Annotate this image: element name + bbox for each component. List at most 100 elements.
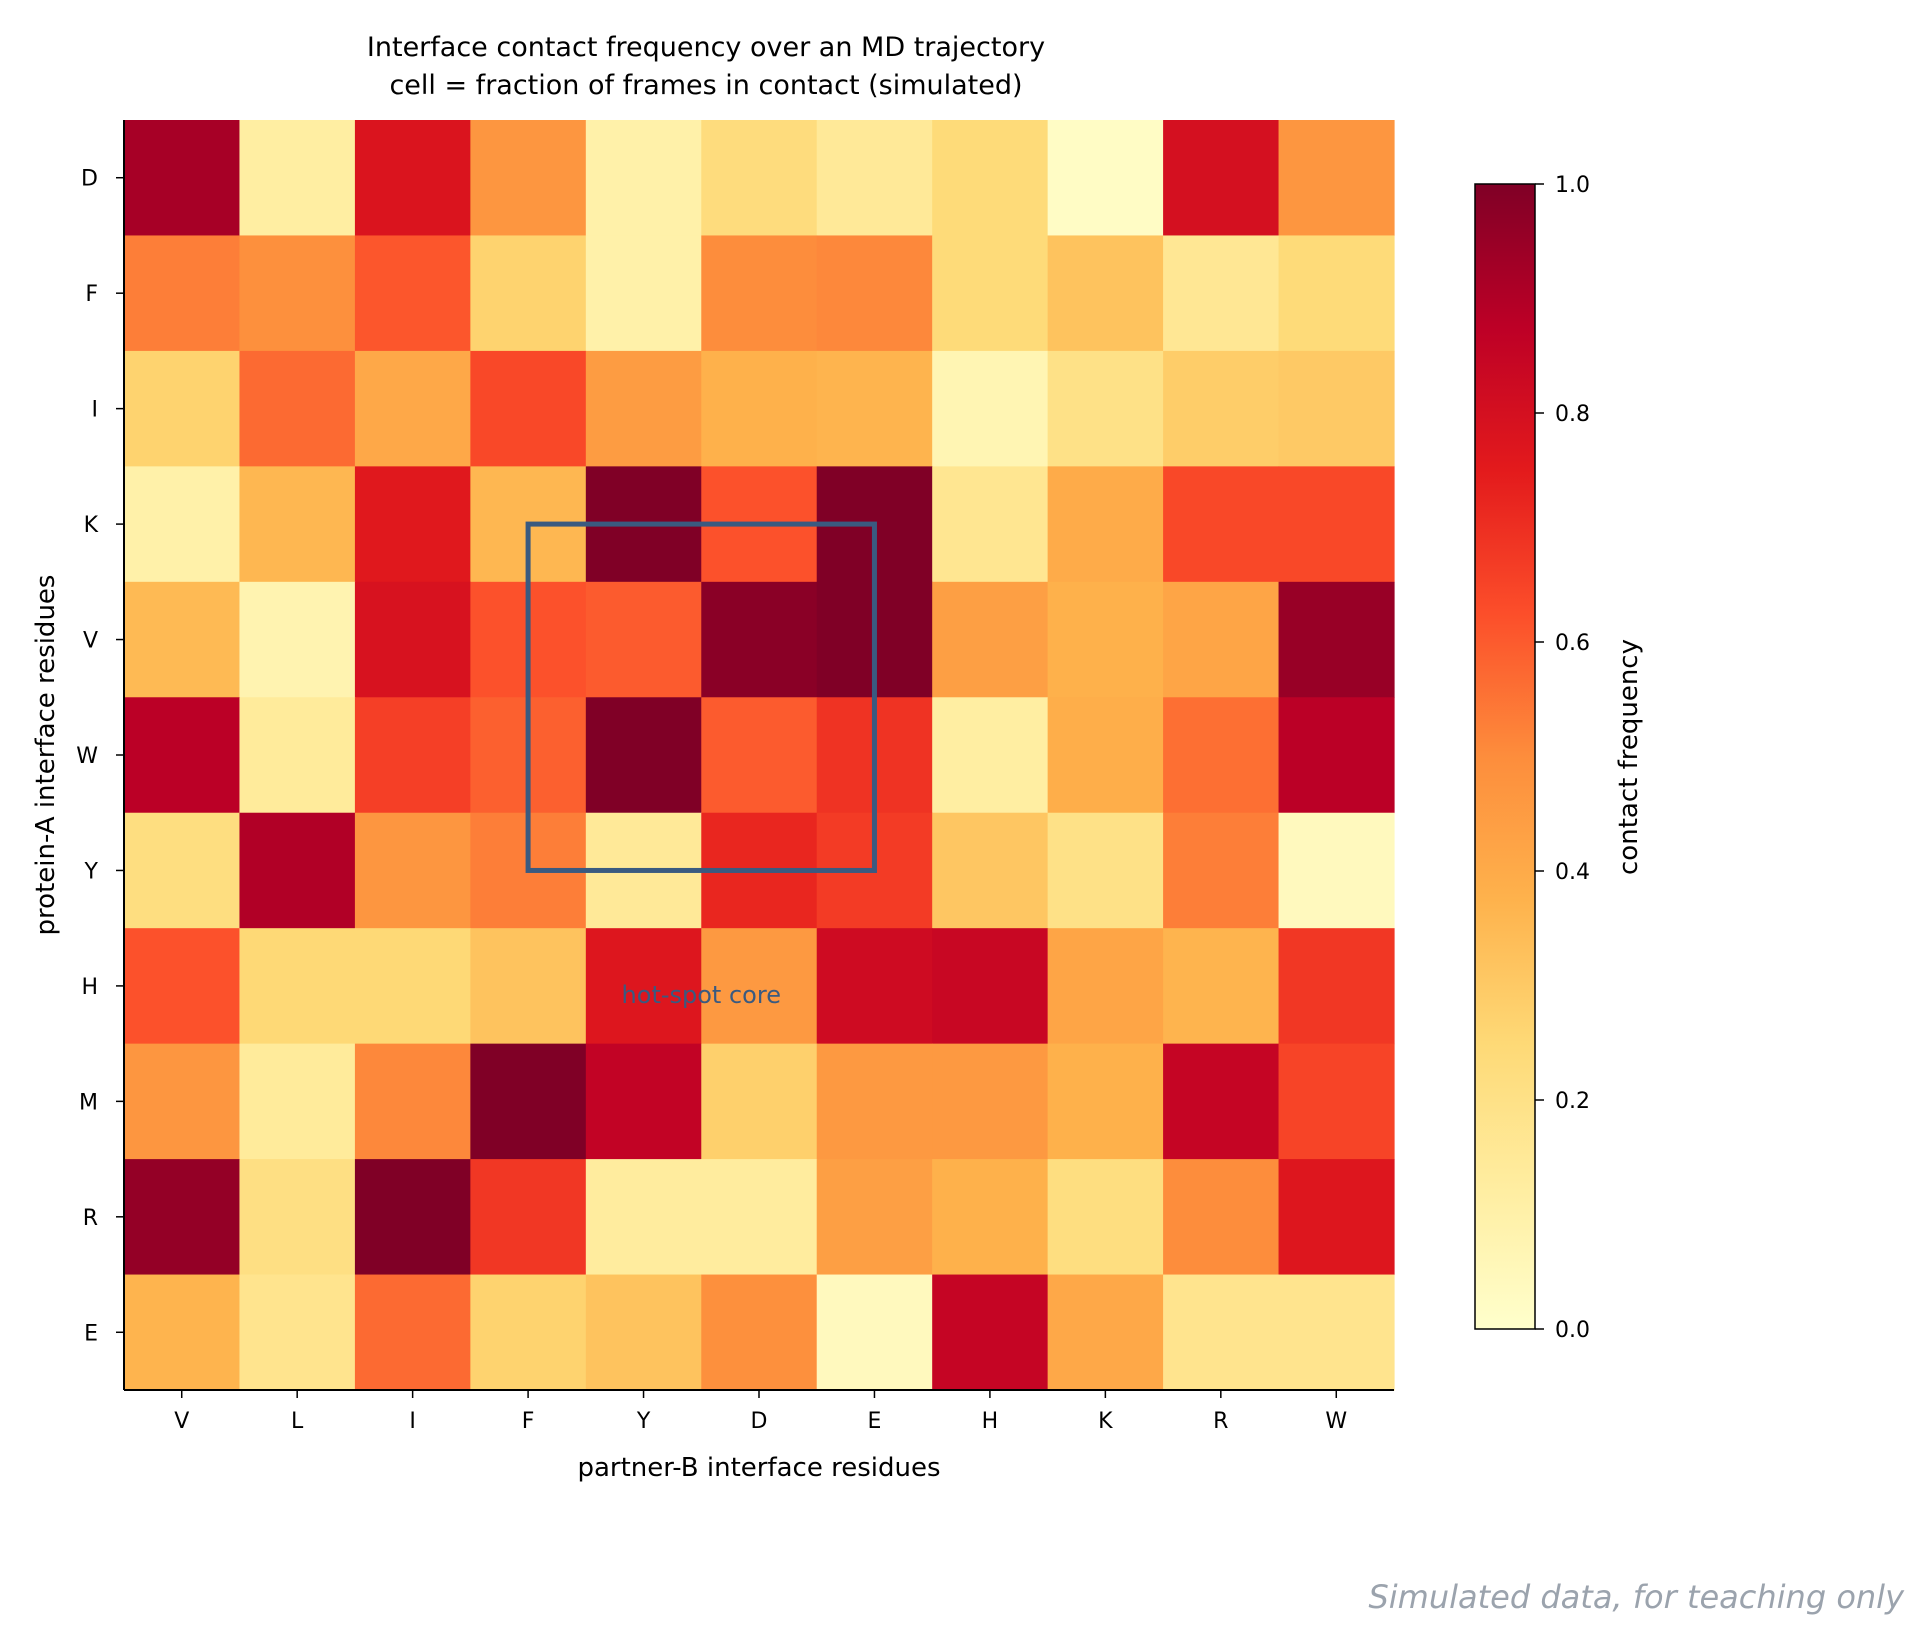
heatmap-cell (124, 697, 241, 814)
heatmap-cell (701, 235, 818, 352)
heatmap-cell (124, 1274, 241, 1391)
heatmap-cell (932, 120, 1049, 237)
heatmap-cell (932, 697, 1049, 814)
heatmap-cell (239, 697, 356, 814)
heatmap-cell (585, 350, 702, 467)
colorbar (1474, 183, 1536, 1330)
colorbar-ticks: 0.0 0.2 0.4 0.6 0.8 1.0 (1535, 173, 1590, 1343)
heatmap-cell (1047, 1043, 1164, 1160)
x-tick-label: I (409, 1409, 416, 1434)
x-tick-label: D (751, 1409, 768, 1434)
heatmap-cell (1163, 350, 1280, 467)
heatmap-cell (1278, 1043, 1395, 1160)
heatmap-cells (124, 120, 1395, 1391)
heatmap-cell (239, 812, 356, 929)
colorbar-tick-label: 0.6 (1555, 631, 1590, 656)
hot-spot-highlight-box (525, 521, 877, 873)
heatmap-cell (585, 1274, 702, 1391)
heatmap-cell (585, 1159, 702, 1276)
heatmap-cell (354, 350, 471, 467)
heatmap-cell (932, 235, 1049, 352)
heatmap-cell (470, 928, 587, 1045)
heatmap-cell (816, 1159, 933, 1276)
x-tick-label: V (174, 1409, 189, 1434)
chart-title: Interface contact frequency over an MD t… (367, 32, 1045, 63)
heatmap-cell (1047, 1274, 1164, 1391)
heatmap-cell (816, 235, 933, 352)
heatmap-cell (932, 1043, 1049, 1160)
heatmap-cell (354, 1274, 471, 1391)
heatmap-cell (1163, 928, 1280, 1045)
heatmap-cell (1163, 1159, 1280, 1276)
heatmap-cell (1278, 350, 1395, 467)
heatmap-cell (124, 350, 241, 467)
y-tick-label: H (81, 975, 98, 1000)
heatmap-cell (124, 1043, 241, 1160)
heatmap-cell (1278, 466, 1395, 583)
heatmap-cell (1278, 1274, 1395, 1391)
heatmap-cell (1278, 581, 1395, 698)
y-tick-label: K (84, 513, 99, 538)
heatmap-cell (239, 1043, 356, 1160)
hot-spot-label: hot-spot core (622, 981, 781, 1009)
heatmap-cell (585, 235, 702, 352)
heatmap-cell (1047, 928, 1164, 1045)
heatmap-cell (470, 1043, 587, 1160)
heatmap-cell (239, 120, 356, 237)
x-tick-label: R (1213, 1409, 1228, 1434)
y-axis-ticks: D F I K V W Y H M R E (76, 167, 124, 1346)
heatmap-cell (1047, 697, 1164, 814)
heatmap-cell (1278, 1159, 1395, 1276)
heatmap-cell (585, 120, 702, 237)
heatmap-cell (470, 350, 587, 467)
heatmap-cell (470, 120, 587, 237)
colorbar-tick-label: 0.2 (1555, 1089, 1590, 1114)
heatmap-cell (239, 350, 356, 467)
heatmap-cell (585, 1043, 702, 1160)
heatmap-cell (816, 350, 933, 467)
colorbar-tick-label: 0.4 (1555, 860, 1590, 885)
heatmap-cell (816, 928, 933, 1045)
x-axis-label: partner-B interface residues (577, 1453, 940, 1483)
y-tick-label: F (85, 282, 98, 307)
heatmap-cell (124, 1159, 241, 1276)
heatmap-cell (701, 928, 818, 1045)
heatmap-cell (239, 1159, 356, 1276)
heatmap-cell (1047, 581, 1164, 698)
heatmap-cell (932, 1274, 1049, 1391)
heatmap-cell (701, 581, 818, 698)
heatmap-cell (124, 928, 241, 1045)
heatmap-cell (470, 235, 587, 352)
heatmap-cell (816, 1274, 933, 1391)
heatmap-cell (1047, 466, 1164, 583)
heatmap-cell (932, 350, 1049, 467)
y-tick-label: M (79, 1090, 98, 1115)
heatmap-cell (1163, 1274, 1280, 1391)
heatmap-cell (701, 1274, 818, 1391)
heatmap-cell (354, 1043, 471, 1160)
heatmap-cell (239, 466, 356, 583)
heatmap-cell (1278, 235, 1395, 352)
heatmap-cell (1047, 120, 1164, 237)
heatmap-cell (585, 697, 702, 814)
heatmap-cell (239, 581, 356, 698)
heatmap-cell (124, 581, 241, 698)
heatmap-cell (701, 1159, 818, 1276)
x-tick-label: W (1325, 1409, 1347, 1434)
heatmap-cell (354, 697, 471, 814)
heatmap-cell (932, 928, 1049, 1045)
heatmap-cell (932, 581, 1049, 698)
heatmap-cell (1163, 1043, 1280, 1160)
heatmap-cell (354, 466, 471, 583)
heatmap-cell (1047, 350, 1164, 467)
colorbar-tick-label: 0.0 (1555, 1318, 1590, 1343)
heatmap-cell (1163, 466, 1280, 583)
y-tick-label: Y (84, 859, 99, 884)
y-tick-label: R (83, 1206, 98, 1231)
y-tick-label: I (92, 398, 99, 423)
x-tick-label: H (982, 1409, 999, 1434)
heatmap-cell (932, 466, 1049, 583)
colorbar-label: contact frequency (1614, 639, 1644, 875)
x-tick-label: K (1098, 1409, 1113, 1434)
